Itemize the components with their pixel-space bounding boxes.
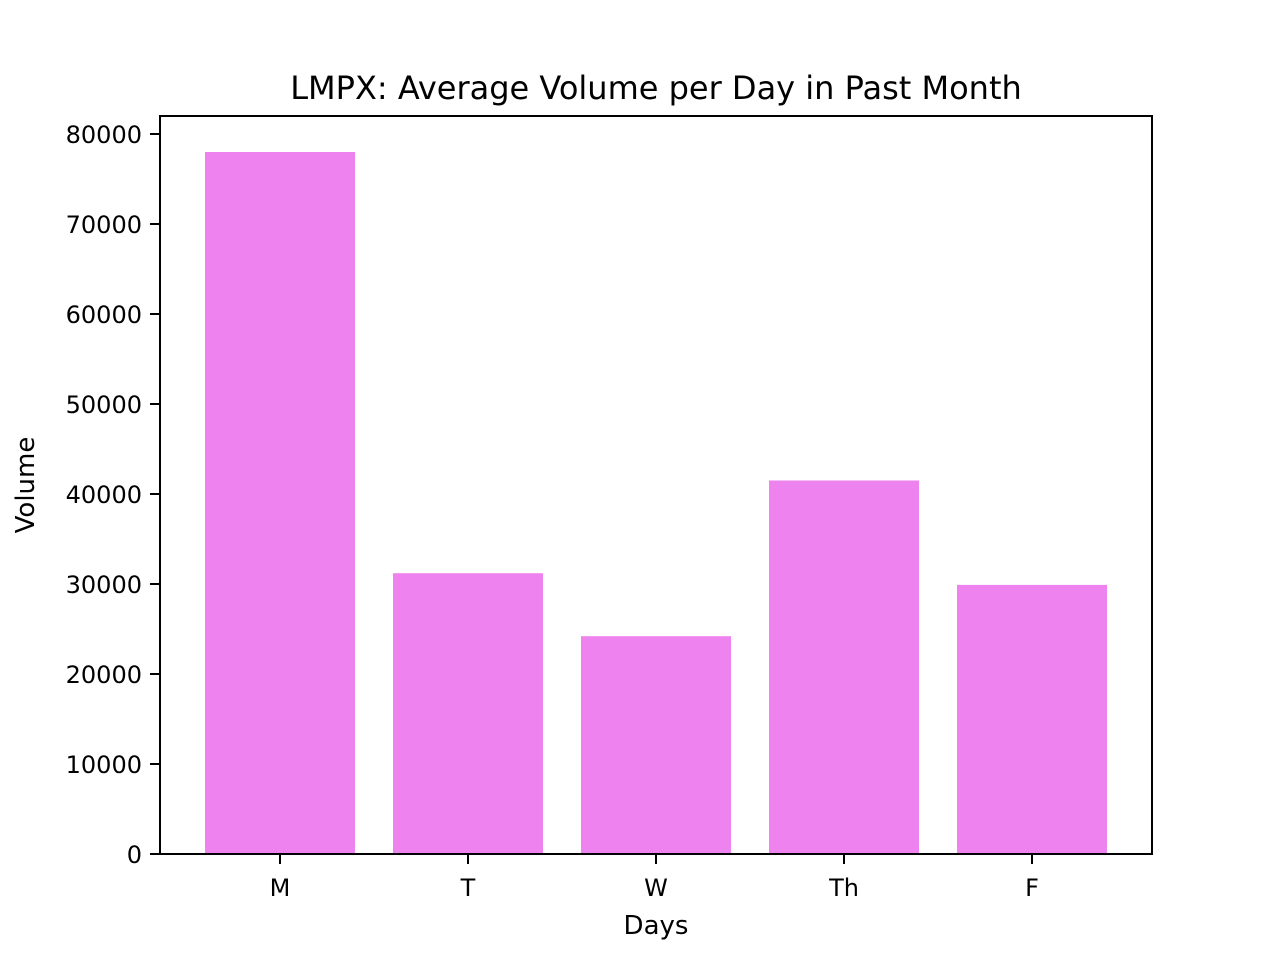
y-axis-label: Volume: [11, 437, 41, 534]
y-tick-label: 40000: [66, 481, 142, 509]
plot-area-frame: [159, 115, 1153, 855]
y-tick-label: 70000: [66, 211, 142, 239]
y-tick-label: 60000: [66, 301, 142, 329]
bar-series: [205, 152, 1107, 854]
bar-t: [393, 573, 543, 854]
y-tick-label: 0: [127, 841, 142, 869]
y-tick-label: 30000: [66, 571, 142, 599]
x-tick-label: Th: [828, 874, 859, 902]
x-tick-label: M: [270, 874, 291, 902]
y-tick-label: 10000: [66, 751, 142, 779]
y-tick-label: 50000: [66, 391, 142, 419]
bar-w: [581, 636, 731, 854]
y-tick-label: 80000: [66, 121, 142, 149]
y-tick-label: 20000: [66, 661, 142, 689]
x-tick-label: W: [644, 874, 668, 902]
bar-th: [769, 480, 919, 854]
x-tick-label: T: [460, 874, 476, 902]
bar-f: [957, 584, 1107, 854]
y-axis: 0 10000 20000 30000 40000 50000 60000 70000 8000…: [66, 121, 160, 869]
x-tick-label: F: [1025, 874, 1039, 902]
x-axis: M T W Th F: [270, 854, 1039, 902]
bar-m: [205, 152, 355, 854]
chart-title: LMPX: Average Volume per Day in Past Mon…: [290, 69, 1022, 107]
x-axis-label: Days: [624, 911, 689, 941]
